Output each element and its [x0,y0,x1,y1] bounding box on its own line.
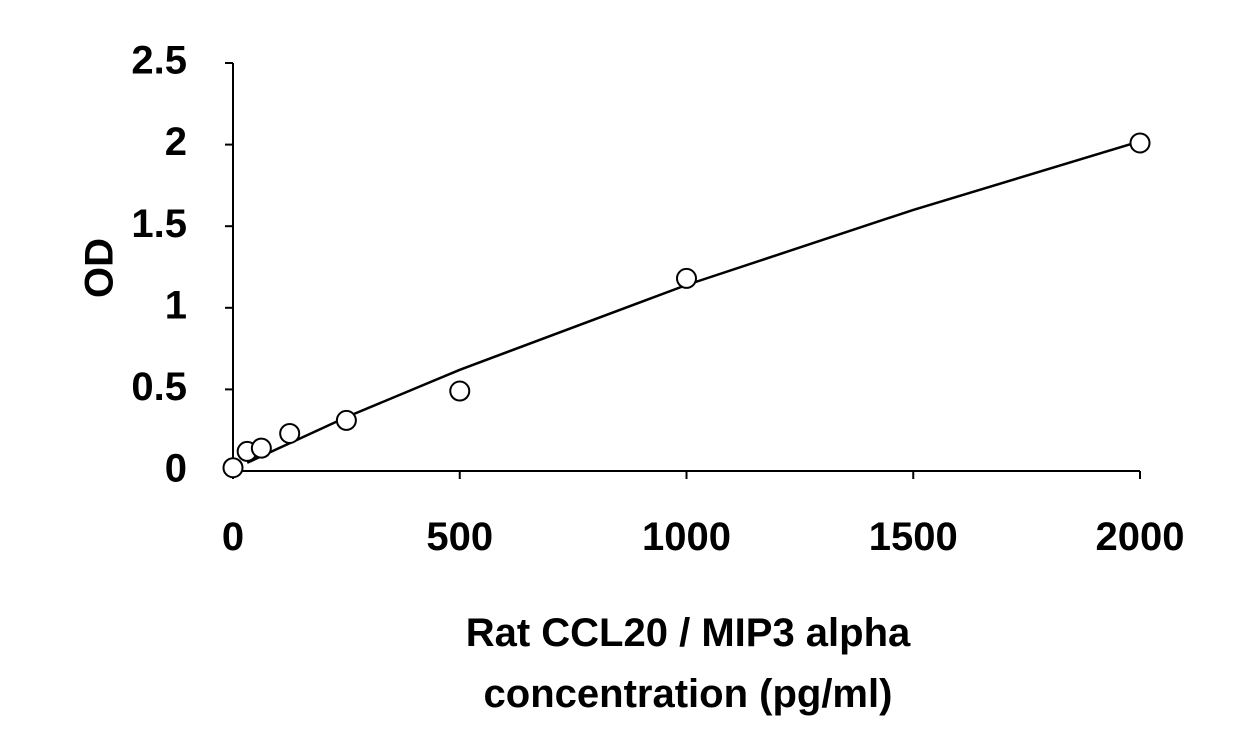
data-point [250,437,272,459]
data-point [335,409,357,431]
fit-layer [246,140,1141,464]
plot-area: 0 0.5 1 1.5 2 2.5 0 500 1000 1500 2000 [131,39,1184,559]
y-ticks: 0 0.5 1 1.5 2 2.5 [131,39,233,491]
y-tick-label: 2 [165,120,187,164]
data-point [1129,132,1151,154]
points-layer [222,132,1151,479]
data-point [676,267,697,289]
y-axis-title: OD [78,238,122,298]
data-point [222,457,244,479]
data-point [449,380,471,402]
y-tick-label: 1.5 [131,202,187,246]
y-tick-label: 0 [165,447,187,491]
y-tick-label: 2.5 [131,39,187,83]
fit-curve [246,140,1141,464]
x-axis-title-line-1: Rat CCL20 / MIP3 alpha [466,611,911,655]
x-tick-label: 500 [426,515,493,559]
x-ticks: 0 500 1000 1500 2000 [222,471,1185,559]
x-axis-title-line-2: concentration (pg/ml) [484,672,893,716]
y-tick-label: 1 [165,283,187,327]
x-tick-label: 1000 [642,515,731,559]
y-tick-label: 0.5 [131,365,187,409]
x-tick-label: 2000 [1096,515,1185,559]
data-point [279,422,301,444]
x-tick-label: 0 [222,515,244,559]
x-tick-label: 1500 [869,515,958,559]
